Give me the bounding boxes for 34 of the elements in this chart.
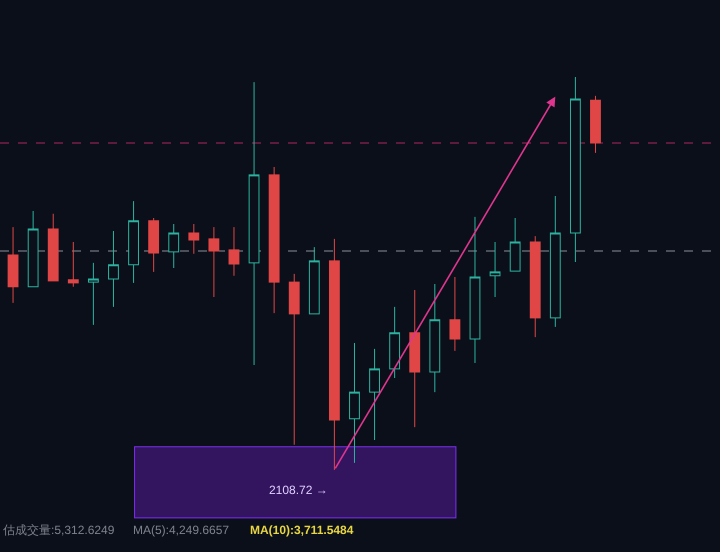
candlestick (308, 246, 320, 314)
candlestick (108, 230, 119, 308)
candlestick (288, 273, 300, 446)
candlestick (48, 213, 59, 282)
candlestick (470, 216, 480, 364)
candlestick (510, 218, 521, 272)
candlestick (389, 306, 400, 378)
candlestick (208, 226, 220, 298)
text: MA(10):3,711.5484 (250, 523, 354, 537)
candlestick (148, 218, 160, 272)
candlestick (68, 242, 79, 288)
candlestick (369, 348, 380, 441)
candlestick (429, 284, 440, 393)
candlestick (530, 236, 541, 338)
text: 估成交量:5,312.6249 (2, 523, 115, 537)
candlestick (449, 276, 460, 352)
candlestick (328, 238, 340, 470)
candlestick (268, 166, 280, 314)
candlestick (570, 76, 581, 263)
candlestick (490, 242, 500, 298)
candlestick (128, 200, 139, 284)
candlestick (349, 342, 360, 464)
candlestick (168, 223, 180, 268)
text: MA(5):4,249.6657 (133, 523, 230, 537)
candlestick (248, 82, 260, 366)
candlestick (188, 223, 200, 254)
candlestick (409, 289, 420, 428)
candlestick (88, 262, 99, 326)
candlestick (550, 196, 561, 328)
candlestick (228, 226, 240, 276)
candlestick (28, 210, 39, 288)
candlestick (590, 95, 601, 154)
candlestick (8, 226, 18, 304)
text: 2108.72 → (269, 483, 328, 497)
